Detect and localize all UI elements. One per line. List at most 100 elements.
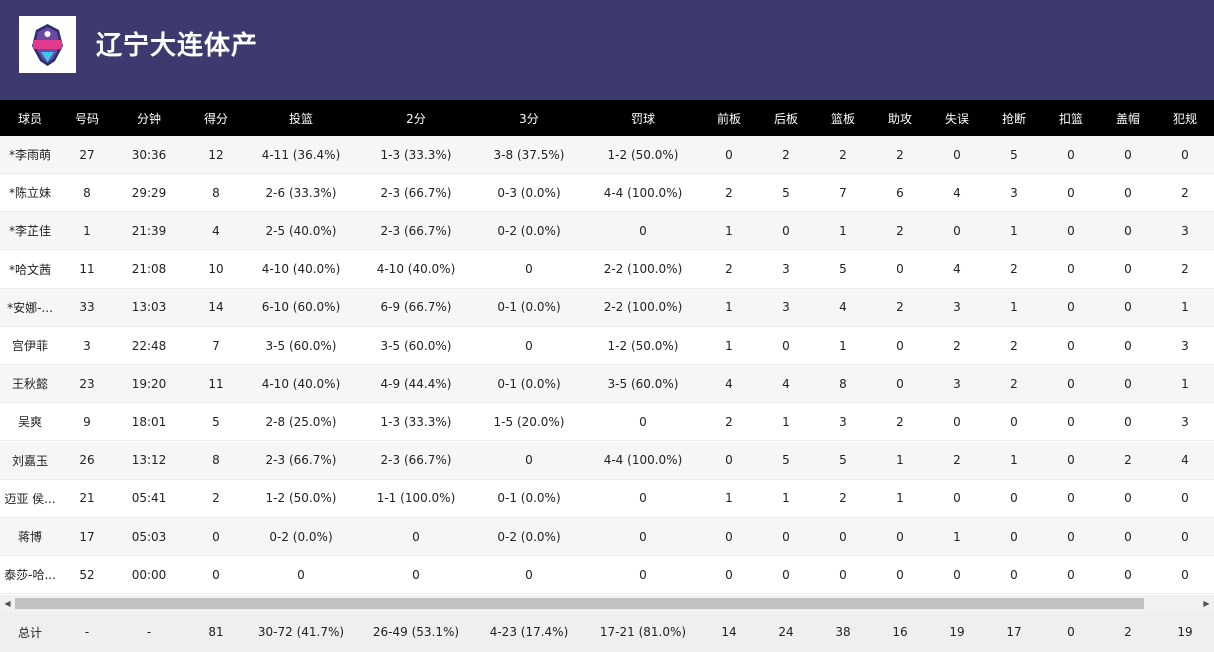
three-pt-column-header: 3分: [519, 111, 539, 126]
foul-cell: 3: [1181, 223, 1189, 238]
dunk-cell: 0: [1067, 491, 1075, 506]
dunk-total-cell: 0: [1067, 625, 1075, 639]
two-pt-cell: 1-3 (33.3%): [380, 147, 452, 162]
blk-cell: 0: [1124, 529, 1132, 544]
dunk-cell: 0: [1067, 147, 1075, 162]
number-cell: 9: [83, 414, 91, 429]
fg-cell: 1-2 (50.0%): [265, 491, 337, 506]
dunk-cell: 0: [1067, 529, 1075, 544]
minutes-column-header: 分钟: [136, 111, 161, 126]
ast-cell: 2: [896, 147, 904, 162]
off-reb-cell: 1: [725, 223, 733, 238]
dunk-cell: 0: [1067, 414, 1075, 429]
two-pt-cell: 0: [412, 529, 420, 544]
number-cell: 11: [79, 262, 95, 277]
ast-cell: 0: [896, 567, 904, 582]
ft-cell: 0: [639, 414, 647, 429]
table-row[interactable]: *李芷佳 1 21:39 4 2-5 (40.0%) 2-3 (66.7%) 0-2 (0.…: [0, 212, 1214, 251]
scroll-left-icon[interactable]: ◀: [4, 599, 11, 608]
dunk-cell: 0: [1067, 185, 1075, 200]
minutes-cell: 21:39: [131, 223, 167, 238]
points-cell: 7: [212, 338, 220, 353]
stl-cell: 2: [1010, 338, 1018, 353]
player-cell: 吴爽: [17, 415, 42, 430]
minutes-cell: 00:00: [131, 567, 167, 582]
minutes-cell: 18:01: [131, 414, 167, 429]
table-row[interactable]: 迈亚 侯... 21 05:41 2 1-2 (50.0%) 1-1 (100.0%) 0-…: [0, 479, 1214, 518]
blk-cell: 0: [1124, 147, 1132, 162]
ast-total-cell: 16: [892, 625, 908, 639]
scroll-thumb[interactable]: [15, 598, 1144, 609]
two-pt-cell: 1-1 (100.0%): [376, 491, 456, 506]
table-row[interactable]: 刘嘉玉 26 13:12 8 2-3 (66.7%) 2-3 (66.7%) 0 4-4 (1…: [0, 441, 1214, 480]
minutes-cell: 13:03: [131, 300, 167, 315]
table-row[interactable]: 泰莎-哈... 52 00:00 0 0 0 0 0 0 0 0 0 0 0 0 0 0: [0, 556, 1214, 595]
table-row[interactable]: 宫伊菲 3 22:48 7 3-5 (60.0%) 3-5 (60.0%) 0 1-2 (50…: [0, 327, 1214, 365]
player-cell: *安娜-...: [7, 300, 53, 315]
table-row[interactable]: *李雨萌 27 30:36 12 4-11 (36.4%) 1-3 (33.3%) 3-8 …: [0, 136, 1214, 174]
off-reb-cell: 4: [725, 376, 733, 391]
tov-cell: 4: [953, 262, 961, 277]
blk-cell: 0: [1124, 491, 1132, 506]
fg-cell: 0: [297, 567, 305, 582]
table-row[interactable]: *安娜-... 33 13:03 14 6-10 (60.0%) 6-9 (66.7%) 0…: [0, 288, 1214, 327]
ast-cell: 1: [896, 491, 904, 506]
team-header: 辽宁大连体产: [0, 0, 1214, 100]
stl-cell: 0: [1010, 567, 1018, 582]
minutes-total-cell: -: [146, 625, 152, 639]
horizontal-scrollbar[interactable]: ◀ ▶: [0, 595, 1214, 612]
table-row[interactable]: 蒋博 17 05:03 0 0-2 (0.0%) 0 0-2 (0.0%) 0 0 0 0 0 1 0 0 0…: [0, 518, 1214, 556]
player-cell: 王秋懿: [11, 377, 48, 392]
foul-cell: 1: [1181, 376, 1189, 391]
player-cell: 刘嘉玉: [11, 453, 48, 468]
two-pt-cell: 0: [412, 567, 420, 582]
off-reb-cell: 0: [725, 147, 733, 162]
two-pt-cell: 2-3 (66.7%): [380, 223, 452, 238]
ft-cell: 2-2 (100.0%): [603, 300, 683, 315]
tov-cell: 0: [953, 414, 961, 429]
reb-cell: 2: [839, 147, 847, 162]
minutes-cell: 29:29: [131, 185, 167, 200]
off-reb-cell: 2: [725, 414, 733, 429]
minutes-cell: 21:08: [131, 262, 167, 277]
foul-cell: 0: [1181, 147, 1189, 162]
foul-cell: 0: [1181, 491, 1189, 506]
ast-cell: 6: [896, 185, 904, 200]
def-reb-cell: 0: [782, 529, 790, 544]
tov-cell: 4: [953, 185, 961, 200]
tov-cell: 0: [953, 147, 961, 162]
points-cell: 0: [212, 567, 220, 582]
two-pt-cell: 6-9 (66.7%): [380, 300, 452, 315]
def-reb-cell: 4: [782, 376, 790, 391]
points-cell: 2: [212, 491, 220, 506]
off-reb-cell: 0: [725, 567, 733, 582]
three-pt-cell: 0: [525, 262, 533, 277]
number-cell: 17: [79, 529, 95, 544]
three-pt-cell: 0-1 (0.0%): [497, 376, 561, 391]
fg-cell: 3-5 (60.0%): [265, 338, 337, 353]
three-pt-cell: 3-8 (37.5%): [493, 147, 565, 162]
table-row[interactable]: *陈立妹 8 29:29 8 2-6 (33.3%) 2-3 (66.7%) 0-3 (0.…: [0, 174, 1214, 213]
table-row[interactable]: *哈文茜 11 21:08 10 4-10 (40.0%) 4-10 (40.0%) 0 2-…: [0, 250, 1214, 289]
dunk-column-header: 扣篮: [1058, 111, 1083, 126]
off-reb-cell: 0: [725, 453, 733, 468]
scroll-right-icon[interactable]: ▶: [1203, 599, 1210, 608]
stl-cell: 0: [1010, 529, 1018, 544]
foul-column-header: 犯规: [1172, 111, 1197, 126]
blk-cell: 0: [1124, 300, 1132, 315]
ast-column-header: 助攻: [887, 111, 912, 126]
ft-cell: 1-2 (50.0%): [607, 147, 679, 162]
tov-cell: 3: [953, 300, 961, 315]
ast-cell: 0: [896, 338, 904, 353]
tov-cell: 2: [953, 338, 961, 353]
two-pt-cell: 1-3 (33.3%): [380, 414, 452, 429]
three-pt-cell: 0-3 (0.0%): [497, 185, 561, 200]
points-cell: 10: [208, 262, 224, 277]
tov-cell: 2: [953, 453, 961, 468]
stl-cell: 1: [1010, 453, 1018, 468]
table-row[interactable]: 王秋懿 23 19:20 11 4-10 (40.0%) 4-9 (44.4%) 0-1 (…: [0, 365, 1214, 404]
def-reb-column-header: 后板: [773, 111, 798, 126]
blk-cell: 0: [1124, 262, 1132, 277]
number-cell: 1: [83, 223, 91, 238]
table-row[interactable]: 吴爽 9 18:01 5 2-8 (25.0%) 1-3 (33.3%) 1-5 (20.0…: [0, 403, 1214, 442]
